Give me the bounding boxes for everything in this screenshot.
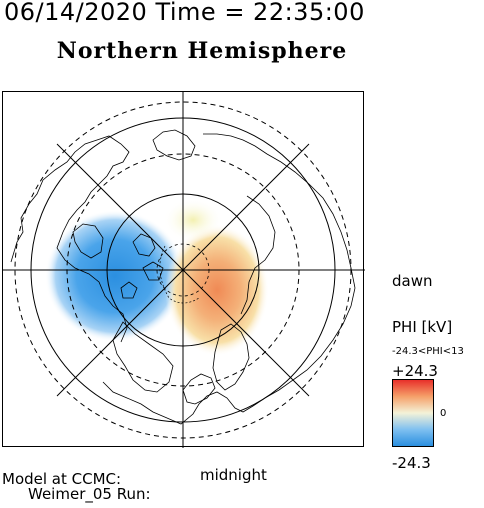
- contour-line: [159, 245, 200, 304]
- coastline-alaska: [152, 129, 196, 161]
- colorbar-title: PHI [kV]: [392, 318, 453, 336]
- coastline-siberia: [212, 323, 250, 391]
- colorbar-mid-label: 0: [440, 408, 447, 419]
- coastline-hudson-bay: [72, 223, 104, 259]
- colorbar-min-label: -24.3: [392, 454, 431, 472]
- coastline-greenland: [112, 321, 174, 393]
- polar-plot: [2, 91, 365, 448]
- coastlines: [10, 129, 356, 425]
- dawn-label: dawn: [392, 272, 433, 290]
- coastline-north-america: [10, 135, 130, 343]
- coastline-europe: [102, 287, 356, 425]
- colorbar-range: -24.3<PHI<13: [392, 346, 464, 357]
- model-label: Model at CCMC:: [2, 470, 122, 488]
- colorbar: [392, 379, 434, 447]
- positive-potential-cell: [165, 224, 269, 356]
- coastline-arctic-islands: [120, 233, 164, 299]
- coastline-north-asia: [240, 195, 276, 315]
- potential-pattern: [45, 198, 269, 356]
- run-label: Weimer_05 Run:: [28, 485, 151, 503]
- midnight-label: midnight: [200, 466, 267, 484]
- polar-map-svg: [3, 92, 365, 448]
- colorbar-max-label: +24.3: [392, 362, 438, 380]
- coastline-asia: [203, 133, 356, 289]
- positive-potential-lobe: [163, 198, 223, 242]
- coastline-scandinavia: [182, 373, 216, 405]
- meridian-lines: [3, 92, 365, 448]
- negative-potential-cell: [45, 210, 185, 342]
- plot-title: Northern Hemisphere: [56, 38, 348, 64]
- timestamp-label: 06/14/2020 Time = 22:35:00: [4, 0, 365, 26]
- meridian-line: [56, 143, 310, 397]
